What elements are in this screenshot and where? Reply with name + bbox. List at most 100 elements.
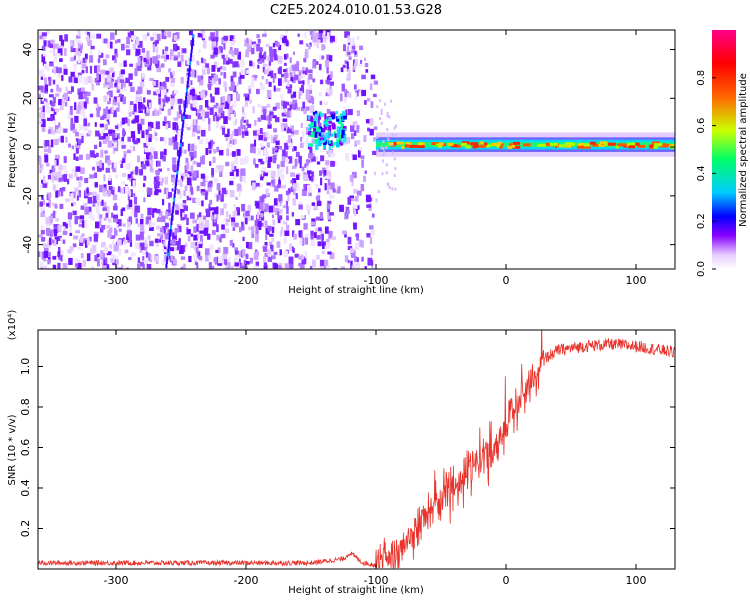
heatmap-cell <box>227 261 231 269</box>
heatmap-cell <box>217 113 221 117</box>
heatmap-cell <box>93 65 98 74</box>
heatmap-cell <box>96 152 99 158</box>
heatmap-cell <box>75 138 78 142</box>
heatmap-cell <box>92 195 97 204</box>
heatmap-cell <box>320 113 324 117</box>
heatmap-cell <box>281 153 286 162</box>
heatmap-cell <box>130 131 136 138</box>
heatmap-cell <box>324 60 330 68</box>
heatmap-x-tick-label: -200 <box>234 274 259 287</box>
heatmap-cell <box>232 35 236 40</box>
heatmap-cell <box>148 102 152 109</box>
heatmap-cell <box>122 157 126 163</box>
heatmap-cell <box>270 135 274 144</box>
heatmap-cell <box>175 32 180 39</box>
heatmap-cell <box>134 212 138 218</box>
heatmap-cell <box>259 143 264 148</box>
heatmap-cell <box>172 157 176 164</box>
heatmap-cell <box>177 61 182 67</box>
heatmap-cell <box>84 53 88 59</box>
heatmap-cell <box>81 220 86 228</box>
heatmap-cell <box>280 200 283 205</box>
heatmap-cell <box>341 83 345 92</box>
heatmap-cell <box>173 259 177 265</box>
heatmap-cell <box>177 179 183 186</box>
heatmap-cell <box>669 144 675 148</box>
heatmap-cell <box>216 224 219 233</box>
heatmap-cell <box>214 87 220 95</box>
heatmap-cell <box>168 68 172 73</box>
heatmap-cell <box>77 55 81 64</box>
heatmap-cell <box>329 81 334 86</box>
heatmap-cell <box>158 239 162 243</box>
heatmap-cell <box>200 129 206 137</box>
heatmap-cell <box>234 156 239 165</box>
heatmap-cell <box>60 249 64 257</box>
heatmap-cell <box>237 51 242 60</box>
heatmap-cell <box>39 112 44 119</box>
heatmap-cell <box>120 69 125 75</box>
heatmap-cell <box>110 78 115 82</box>
heatmap-cell <box>185 96 191 105</box>
heatmap-cell <box>59 203 64 209</box>
heatmap-cell <box>221 165 224 171</box>
heatmap-cell <box>114 79 119 84</box>
heatmap-cell <box>119 187 124 194</box>
heatmap-cell <box>329 111 335 116</box>
heatmap-cell <box>172 136 177 143</box>
heatmap-cell <box>607 142 616 146</box>
heatmap-cell <box>225 210 229 218</box>
heatmap-cell <box>386 183 389 187</box>
heatmap-cell <box>97 258 100 267</box>
heatmap-cell <box>135 37 140 46</box>
heatmap-cell <box>340 93 343 102</box>
heatmap-cell <box>222 253 228 260</box>
heatmap-cell <box>114 82 118 88</box>
heatmap-cell <box>122 172 127 177</box>
heatmap-cell <box>462 141 470 145</box>
heatmap-cell <box>354 265 357 269</box>
heatmap-cell <box>81 87 85 92</box>
heatmap-cell <box>207 233 211 240</box>
heatmap-cell <box>354 261 359 269</box>
heatmap-cell <box>230 265 234 269</box>
heatmap-cell <box>161 82 167 87</box>
heatmap-cell <box>212 41 217 46</box>
heatmap-cell <box>156 46 159 54</box>
heatmap-cell <box>275 42 280 47</box>
heatmap-cell <box>62 222 67 227</box>
heatmap-cell <box>266 55 270 61</box>
heatmap-cell <box>301 189 307 196</box>
heatmap-cell <box>146 50 150 58</box>
snr-background <box>38 330 675 569</box>
heatmap-x-axis-label: Height of straight line (km) <box>288 285 424 296</box>
heatmap-cell <box>298 263 303 267</box>
heatmap-cell <box>135 167 139 174</box>
heatmap-cell <box>183 108 186 113</box>
heatmap-cell <box>324 183 327 190</box>
heatmap-cell <box>354 195 359 202</box>
heatmap-cell <box>162 89 167 94</box>
heatmap-cell <box>154 132 158 137</box>
heatmap-cell <box>84 207 89 215</box>
heatmap-cell <box>72 201 77 206</box>
heatmap-cell <box>190 165 194 173</box>
heatmap-cell <box>61 165 67 170</box>
heatmap-cell <box>49 107 54 112</box>
heatmap-cell <box>140 59 143 68</box>
heatmap-cell <box>455 144 461 148</box>
heatmap-cell <box>172 71 175 76</box>
heatmap-cell <box>119 89 123 96</box>
heatmap-cell <box>188 30 193 36</box>
heatmap-cell <box>113 110 117 118</box>
heatmap-cell <box>273 263 278 269</box>
heatmap-cell <box>68 257 73 265</box>
heatmap-cell <box>317 122 322 128</box>
heatmap-cell <box>225 137 229 141</box>
heatmap-cell <box>96 161 100 169</box>
heatmap-cell <box>211 65 216 72</box>
heatmap-cell <box>266 142 270 148</box>
heatmap-cell <box>56 84 60 92</box>
heatmap-cell <box>289 57 292 64</box>
heatmap-cell <box>167 212 173 216</box>
